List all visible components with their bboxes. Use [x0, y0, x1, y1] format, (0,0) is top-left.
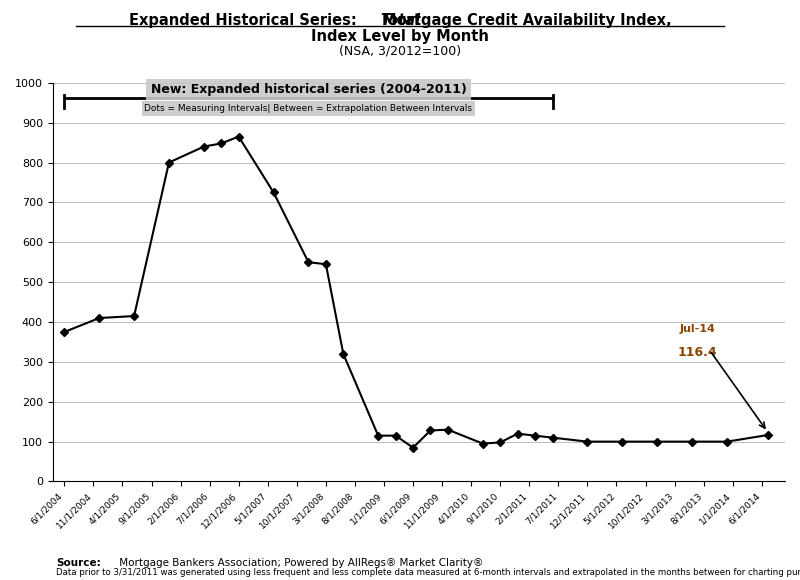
Text: (NSA, 3/2012=100): (NSA, 3/2012=100) — [339, 44, 461, 57]
Text: Source:: Source: — [56, 558, 101, 568]
Text: Expanded Historical Series:        Mortgage Credit Availability Index,: Expanded Historical Series: Mortgage Cre… — [129, 13, 671, 28]
Text: Mortgage Bankers Association; Powered by AllRegs® Market Clarity®: Mortgage Bankers Association; Powered by… — [116, 558, 483, 568]
Text: Total: Total — [380, 13, 420, 28]
Text: Index Level by Month: Index Level by Month — [311, 29, 489, 44]
Text: Data prior to 3/31/2011 was generated using less frequent and less complete data: Data prior to 3/31/2011 was generated us… — [56, 568, 800, 578]
Text: 116.4: 116.4 — [678, 346, 718, 359]
Text: Jul-14: Jul-14 — [680, 324, 716, 334]
Text: New: Expanded historical series (2004-2011): New: Expanded historical series (2004-20… — [150, 83, 466, 96]
Text: Dots = Measuring Intervals| Between = Extrapolation Between Intervals: Dots = Measuring Intervals| Between = Ex… — [145, 104, 473, 113]
